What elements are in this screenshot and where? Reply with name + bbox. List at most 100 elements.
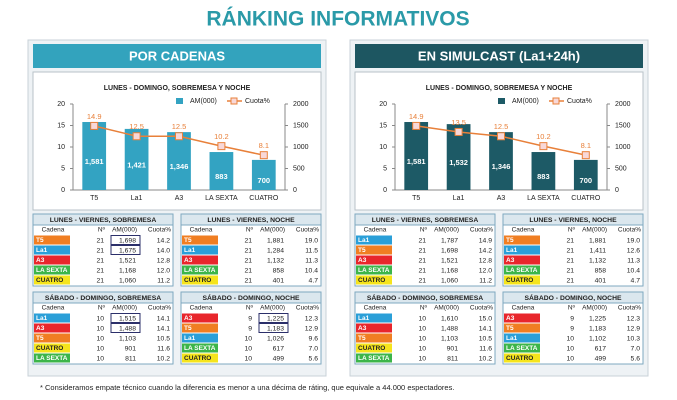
channel-cell bbox=[34, 313, 70, 323]
tie-box bbox=[258, 323, 289, 333]
channel-cell bbox=[182, 275, 218, 285]
channel-cell bbox=[34, 235, 70, 245]
line-value-label: 12.5 bbox=[172, 122, 187, 131]
table-cell: 11.3 bbox=[305, 257, 318, 264]
y-tick-label: 10 bbox=[379, 144, 387, 151]
y2-tick-label: 500 bbox=[293, 165, 305, 172]
column-header: Cuota% bbox=[618, 227, 641, 234]
table-title: LUNES - VIERNES, NOCHE bbox=[529, 217, 617, 224]
table-cell: 11.5 bbox=[305, 247, 318, 254]
bar-value-label: 1,421 bbox=[127, 160, 146, 169]
channel-name: La1 bbox=[358, 315, 370, 322]
table-cell: 858 bbox=[273, 267, 285, 274]
table-cell: 10 bbox=[96, 325, 104, 332]
channel-cell bbox=[504, 235, 540, 245]
panel-heading: POR CADENAS bbox=[129, 48, 225, 63]
table-title-bar bbox=[502, 291, 644, 304]
table-cell: 12.6 bbox=[627, 247, 640, 254]
line-marker bbox=[217, 142, 226, 151]
channel-cell bbox=[182, 353, 218, 363]
column-header: Cuota% bbox=[470, 227, 493, 234]
table-cell: 10 bbox=[418, 355, 426, 362]
chart-title: LUNES - DOMINGO, SOBREMESA Y NOCHE bbox=[104, 85, 251, 92]
line-value-label: 8.1 bbox=[581, 141, 591, 150]
table-cell: 1,675 bbox=[119, 247, 136, 254]
table-cell: 10.4 bbox=[305, 267, 318, 274]
table-cell: 14.2 bbox=[479, 247, 492, 254]
y-tick-label: 20 bbox=[57, 101, 65, 108]
column-header: Cuota% bbox=[618, 305, 641, 312]
y2-tick-label: 1500 bbox=[293, 122, 309, 129]
x-tick-label: LA SEXTA bbox=[527, 195, 560, 202]
bar-value-label: 700 bbox=[258, 176, 271, 185]
channel-cell bbox=[34, 265, 70, 275]
channel-name: CUATRO bbox=[36, 277, 63, 284]
table-cell: 1,610 bbox=[441, 315, 458, 322]
line-value-label: 14.9 bbox=[409, 112, 424, 121]
line-marker bbox=[581, 151, 590, 160]
bar bbox=[124, 128, 149, 190]
channel-cell bbox=[356, 265, 392, 275]
table-cell: 499 bbox=[273, 355, 285, 362]
channel-cell bbox=[34, 275, 70, 285]
channel-cell bbox=[504, 333, 540, 343]
table-cell: 21 bbox=[418, 277, 426, 284]
table-cell: 1,183 bbox=[267, 325, 284, 332]
bar bbox=[446, 124, 471, 190]
channel-cell bbox=[504, 275, 540, 285]
table-cell: 9.6 bbox=[309, 335, 319, 342]
line-value-label: 12.5 bbox=[129, 122, 144, 131]
table-cell: 21 bbox=[566, 257, 574, 264]
column-header: Cadena bbox=[190, 305, 213, 312]
table-cell: 11.3 bbox=[627, 257, 640, 264]
table-cell: 21 bbox=[418, 247, 426, 254]
table-cell: 1,411 bbox=[589, 247, 606, 254]
bar-value-label: 1,532 bbox=[449, 158, 468, 167]
column-header: Cadena bbox=[364, 305, 387, 312]
y-tick-label: 10 bbox=[57, 144, 65, 151]
y-tick-label: 0 bbox=[383, 187, 387, 194]
channel-cell bbox=[182, 235, 218, 245]
channel-name: CUATRO bbox=[36, 345, 63, 352]
column-header: Nº bbox=[568, 227, 576, 234]
channel-cell bbox=[34, 255, 70, 265]
table-cell: 10 bbox=[566, 335, 574, 342]
table-cell: 21 bbox=[96, 277, 104, 284]
table-cell: 12.9 bbox=[627, 325, 640, 332]
legend-swatch bbox=[498, 98, 505, 104]
channel-cell bbox=[34, 323, 70, 333]
line-marker bbox=[412, 121, 421, 130]
table-cell: 10.5 bbox=[479, 335, 492, 342]
table-cell: 1,168 bbox=[441, 267, 458, 274]
table-cell: 10 bbox=[96, 355, 104, 362]
y2-tick-label: 0 bbox=[615, 187, 619, 194]
table-cell: 1,881 bbox=[267, 237, 284, 244]
bar bbox=[82, 122, 107, 190]
table-cell: 12.3 bbox=[627, 315, 640, 322]
table-cell: 7.0 bbox=[309, 345, 319, 352]
column-header: Nº bbox=[246, 227, 254, 234]
channel-cell bbox=[504, 255, 540, 265]
table-cell: 9 bbox=[570, 325, 574, 332]
table-cell: 10 bbox=[418, 345, 426, 352]
table-cell: 9 bbox=[570, 315, 574, 322]
bar-value-label: 883 bbox=[215, 172, 228, 181]
x-tick-label: A3 bbox=[497, 195, 506, 202]
y-tick-label: 15 bbox=[57, 122, 65, 129]
channel-name: T5 bbox=[506, 237, 514, 244]
column-header: AM(000) bbox=[582, 227, 607, 234]
y2-tick-label: 2000 bbox=[615, 101, 631, 108]
table-cell: 11.2 bbox=[157, 277, 170, 284]
channel-cell bbox=[356, 245, 392, 255]
y-tick-label: 0 bbox=[61, 187, 65, 194]
table-cell: 12.3 bbox=[305, 315, 318, 322]
tie-box bbox=[110, 245, 141, 255]
table-cell: 4.7 bbox=[631, 277, 641, 284]
channel-name: A3 bbox=[36, 257, 45, 264]
table-cell: 401 bbox=[595, 277, 607, 284]
line-marker bbox=[539, 142, 548, 151]
column-header: Nº bbox=[568, 305, 576, 312]
table-cell: 15.0 bbox=[479, 315, 492, 322]
table-cell: 10 bbox=[244, 335, 252, 342]
column-header: AM(000) bbox=[434, 305, 459, 312]
